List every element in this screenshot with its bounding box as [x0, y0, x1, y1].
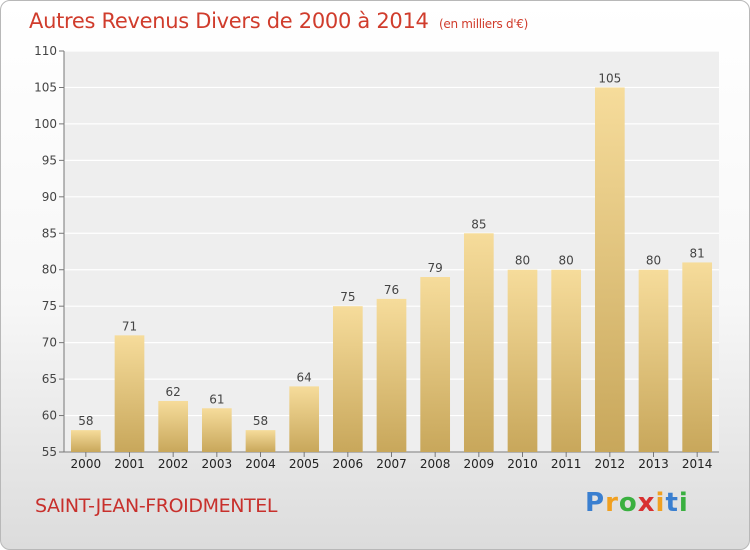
x-tick-label: 2014 — [682, 457, 713, 471]
data-label: 61 — [209, 392, 224, 406]
bar — [289, 386, 320, 452]
data-label: 58 — [253, 414, 268, 428]
data-label: 76 — [384, 283, 399, 297]
bar — [507, 269, 538, 452]
bar — [638, 269, 669, 452]
y-tick-label: 90 — [42, 190, 57, 204]
data-label: 80 — [515, 254, 530, 268]
data-label: 62 — [166, 385, 181, 399]
bar — [463, 233, 494, 452]
x-tick-label: 2001 — [114, 457, 145, 471]
chart-title: Autres Revenus Divers de 2000 à 2014 (en… — [29, 9, 528, 33]
y-tick-label: 80 — [42, 263, 57, 277]
x-tick-label: 2000 — [71, 457, 102, 471]
proxiti-logo: Proxiti — [585, 488, 689, 518]
data-label: 75 — [340, 290, 355, 304]
brand-letter: t — [665, 488, 679, 518]
data-label: 81 — [690, 246, 705, 260]
y-tick-label: 75 — [42, 299, 57, 313]
x-tick-label: 2013 — [638, 457, 669, 471]
x-tick-label: 2010 — [507, 457, 538, 471]
y-tick-label: 110 — [34, 44, 57, 58]
data-label: 58 — [78, 414, 93, 428]
x-tick-label: 2009 — [464, 457, 495, 471]
chart-title-text: Autres Revenus Divers de 2000 à 2014 — [29, 9, 429, 33]
brand-letter: x — [637, 488, 656, 518]
data-label: 80 — [646, 254, 661, 268]
data-label: 64 — [297, 370, 312, 384]
brand-letter: o — [618, 488, 638, 518]
brand-letter: i — [678, 488, 689, 518]
x-tick-label: 2004 — [245, 457, 276, 471]
bar — [201, 408, 232, 452]
y-tick-label: 85 — [42, 226, 57, 240]
x-tick-label: 2006 — [333, 457, 364, 471]
bar — [420, 277, 451, 452]
bar — [682, 262, 713, 452]
x-tick-label: 2005 — [289, 457, 320, 471]
y-tick-label: 65 — [42, 372, 57, 386]
data-label: 80 — [559, 254, 574, 268]
bar — [376, 298, 407, 452]
commune-name: SAINT-JEAN-FROIDMENTEL — [35, 495, 278, 517]
data-label: 85 — [471, 217, 486, 231]
y-tick-label: 60 — [42, 409, 57, 423]
x-tick-label: 2002 — [158, 457, 189, 471]
y-tick-label: 70 — [42, 336, 57, 350]
x-tick-label: 2003 — [202, 457, 233, 471]
x-tick-label: 2012 — [595, 457, 626, 471]
y-tick-label: 100 — [34, 117, 57, 131]
bar — [594, 87, 625, 453]
bar — [332, 306, 363, 452]
x-tick-label: 2011 — [551, 457, 582, 471]
unit-note: (en milliers d'€) — [439, 17, 529, 31]
bar — [245, 430, 276, 452]
y-tick-label: 105 — [34, 80, 57, 94]
bar — [158, 400, 189, 452]
bar — [70, 430, 101, 452]
brand-letter: i — [655, 488, 666, 518]
data-label: 79 — [428, 261, 443, 275]
data-label: 105 — [598, 71, 621, 85]
brand-letter: r — [605, 488, 619, 518]
bar — [551, 269, 582, 452]
y-tick-label: 95 — [42, 153, 57, 167]
x-tick-label: 2007 — [376, 457, 407, 471]
data-label: 71 — [122, 319, 137, 333]
brand-letter: P — [585, 488, 606, 518]
x-tick-label: 2008 — [420, 457, 451, 471]
y-tick-label: 55 — [42, 445, 57, 459]
bar — [114, 335, 145, 452]
